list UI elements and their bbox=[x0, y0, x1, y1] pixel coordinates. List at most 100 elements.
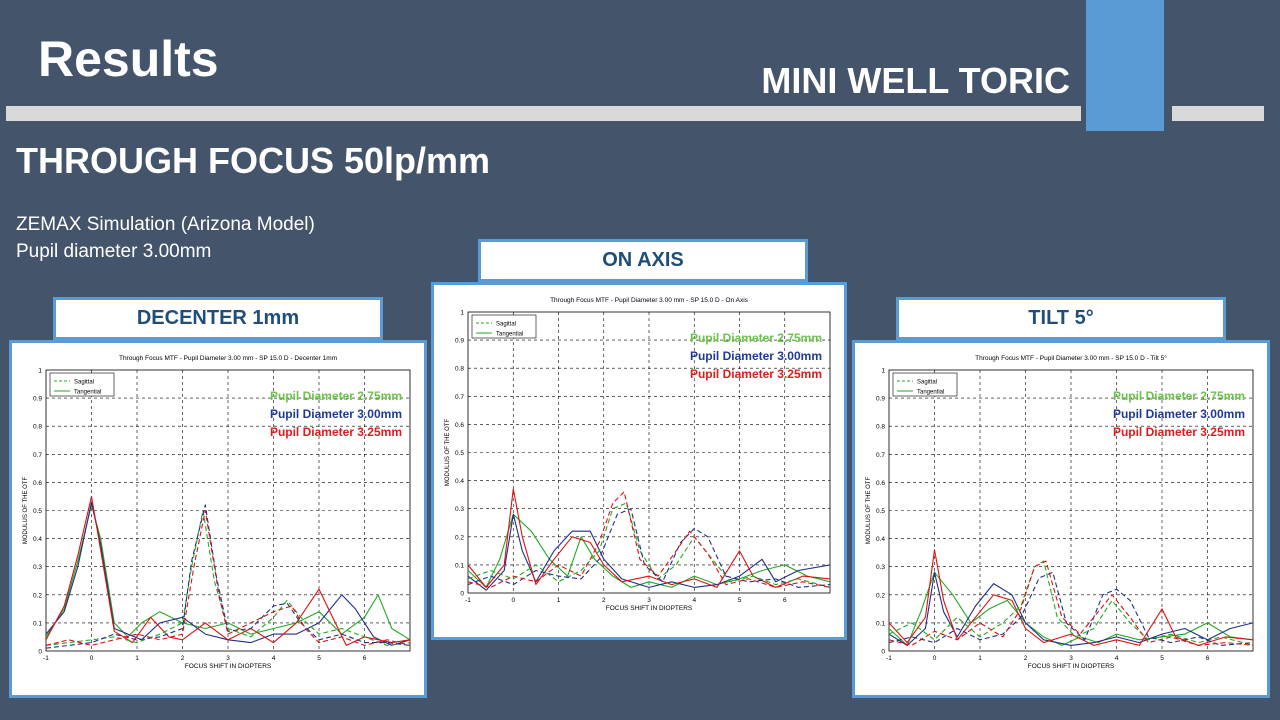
accent-bar bbox=[1086, 0, 1164, 131]
x-tick-label: 1 bbox=[978, 655, 982, 662]
x-tick-label: 4 bbox=[692, 597, 696, 604]
x-tick-label: 6 bbox=[1206, 655, 1210, 662]
mtf-chart: Through Focus MTF - Pupil Diameter 3.00 … bbox=[445, 297, 831, 612]
legend-label-sagittal: Sagittal bbox=[74, 380, 94, 386]
diameter-legend-item: Pupil Diameter 2.75mm bbox=[270, 389, 402, 403]
plot-frame bbox=[45, 369, 411, 652]
plot-frame bbox=[467, 311, 831, 594]
y-tick-label: 0.7 bbox=[33, 452, 42, 459]
x-axis-label: FOCUS SHIFT IN DIOPTERS bbox=[606, 605, 693, 612]
diameter-legend-item: Pupil Diameter 3.25mm bbox=[270, 425, 402, 439]
diameter-legend-item: Pupil Diameter 3.00mm bbox=[270, 407, 402, 421]
series-tangential-3.00 bbox=[467, 513, 831, 591]
x-tick-label: 3 bbox=[1069, 655, 1073, 662]
diameter-legend-item: Pupil Diameter 2.75mm bbox=[1113, 389, 1245, 403]
product-name: MINI WELL TORIC bbox=[761, 60, 1070, 101]
y-tick-label: 0.5 bbox=[455, 450, 464, 457]
y-tick-label: 0.9 bbox=[33, 396, 42, 403]
y-axis-label: MODULUS OF THE OTF bbox=[866, 477, 872, 545]
diameter-legend-item: Pupil Diameter 3.00mm bbox=[690, 349, 822, 363]
x-tick-label: -1 bbox=[465, 597, 471, 604]
x-tick-label: 4 bbox=[272, 655, 276, 662]
x-axis-label: FOCUS SHIFT IN DIOPTERS bbox=[185, 663, 272, 670]
y-tick-label: 0 bbox=[460, 591, 464, 598]
series-sagittal-2.75 bbox=[45, 509, 411, 646]
y-tick-label: 1 bbox=[460, 310, 464, 317]
y-tick-label: 0.4 bbox=[455, 478, 464, 485]
y-axis-label: MODULUS OF THE OTF bbox=[445, 419, 451, 487]
chart-title: Through Focus MTF - Pupil Diameter 3.00 … bbox=[119, 355, 337, 362]
x-tick-label: 5 bbox=[1160, 655, 1164, 662]
y-tick-label: 0.8 bbox=[33, 424, 42, 431]
x-tick-label: 2 bbox=[181, 655, 185, 662]
mtf-chart: Through Focus MTF - Pupil Diameter 3.00 … bbox=[866, 354, 1254, 670]
x-axis-label: FOCUS SHIFT IN DIOPTERS bbox=[1028, 663, 1115, 670]
x-tick-label: 2 bbox=[1024, 655, 1028, 662]
y-tick-label: 0 bbox=[38, 649, 42, 656]
diameter-legend-item: Pupil Diameter 3.25mm bbox=[1113, 425, 1245, 439]
line-style-legend: Sagittal Tangential bbox=[49, 372, 115, 397]
label-decenter: DECENTER 1mm bbox=[53, 297, 383, 340]
x-tick-label: 5 bbox=[738, 597, 742, 604]
y-tick-label: 1 bbox=[881, 368, 885, 375]
y-tick-label: 0.5 bbox=[876, 508, 885, 515]
x-tick-label: 4 bbox=[1115, 655, 1119, 662]
x-tick-label: 1 bbox=[135, 655, 139, 662]
series-tangential-3.25 bbox=[467, 488, 831, 588]
series-sagittal-3.25 bbox=[45, 509, 411, 646]
y-tick-label: 0.9 bbox=[455, 338, 464, 345]
legend-label-sagittal: Sagittal bbox=[496, 322, 516, 328]
y-tick-label: 0.4 bbox=[876, 536, 885, 543]
x-tick-label: 2 bbox=[602, 597, 606, 604]
header-rule-right bbox=[1172, 106, 1264, 121]
series-sagittal-2.75 bbox=[888, 560, 1254, 646]
series-tangential-3.25 bbox=[888, 549, 1254, 646]
y-tick-label: 0.2 bbox=[33, 592, 42, 599]
chart-panel-on-axis: Through Focus MTF - Pupil Diameter 3.00 … bbox=[431, 282, 847, 640]
diameter-legend-item: Pupil Diameter 3.00mm bbox=[1113, 407, 1245, 421]
series-sagittal-3.00 bbox=[467, 508, 831, 588]
label-tilt: TILT 5° bbox=[896, 297, 1226, 340]
y-tick-label: 0.6 bbox=[455, 422, 464, 429]
chart-title: Through Focus MTF - Pupil Diameter 3.00 … bbox=[975, 354, 1167, 362]
mtf-chart: Through Focus MTF - Pupil Diameter 3.00 … bbox=[23, 355, 411, 670]
x-tick-label: 6 bbox=[783, 597, 787, 604]
series-sagittal-3.00 bbox=[888, 571, 1254, 646]
series-tangential-2.75 bbox=[45, 504, 411, 641]
legend-box bbox=[471, 314, 537, 339]
y-tick-label: 0.4 bbox=[33, 536, 42, 543]
y-tick-label: 0.3 bbox=[876, 564, 885, 571]
x-tick-label: 5 bbox=[317, 655, 321, 662]
legend-label-sagittal: Sagittal bbox=[917, 380, 937, 386]
page-title: Results bbox=[38, 31, 219, 87]
x-tick-label: 3 bbox=[647, 597, 651, 604]
y-axis-label: MODULUS OF THE OTF bbox=[23, 477, 29, 545]
plot-frame bbox=[888, 369, 1254, 652]
x-tick-label: 1 bbox=[557, 597, 561, 604]
legend-label-tangential: Tangential bbox=[917, 390, 944, 396]
y-tick-label: 0.6 bbox=[876, 480, 885, 487]
y-tick-label: 0.3 bbox=[33, 564, 42, 571]
legend-box bbox=[892, 372, 958, 397]
y-tick-label: 0.7 bbox=[455, 394, 464, 401]
y-tick-label: 0 bbox=[881, 649, 885, 656]
y-tick-label: 0.8 bbox=[455, 366, 464, 373]
series-tangential-3.25 bbox=[45, 495, 411, 646]
series-sagittal-3.25 bbox=[888, 560, 1254, 646]
line-style-legend: Sagittal Tangential bbox=[471, 314, 537, 339]
legend-label-tangential: Tangential bbox=[74, 390, 101, 396]
x-tick-label: 6 bbox=[363, 655, 367, 662]
x-tick-label: -1 bbox=[886, 655, 892, 662]
y-tick-label: 0.6 bbox=[33, 480, 42, 487]
y-tick-label: 0.9 bbox=[876, 396, 885, 403]
y-tick-label: 0.7 bbox=[876, 452, 885, 459]
y-tick-label: 1 bbox=[38, 368, 42, 375]
header-rule-left bbox=[6, 106, 1081, 121]
legend-label-tangential: Tangential bbox=[496, 332, 523, 338]
series-sagittal-3.25 bbox=[467, 491, 831, 588]
series-sagittal-3.00 bbox=[45, 504, 411, 649]
chart-title: Through Focus MTF - Pupil Diameter 3.00 … bbox=[550, 297, 749, 304]
x-tick-label: -1 bbox=[43, 655, 49, 662]
chart-panel-tilt: Through Focus MTF - Pupil Diameter 3.00 … bbox=[852, 340, 1270, 698]
line-style-legend: Sagittal Tangential bbox=[892, 372, 958, 397]
